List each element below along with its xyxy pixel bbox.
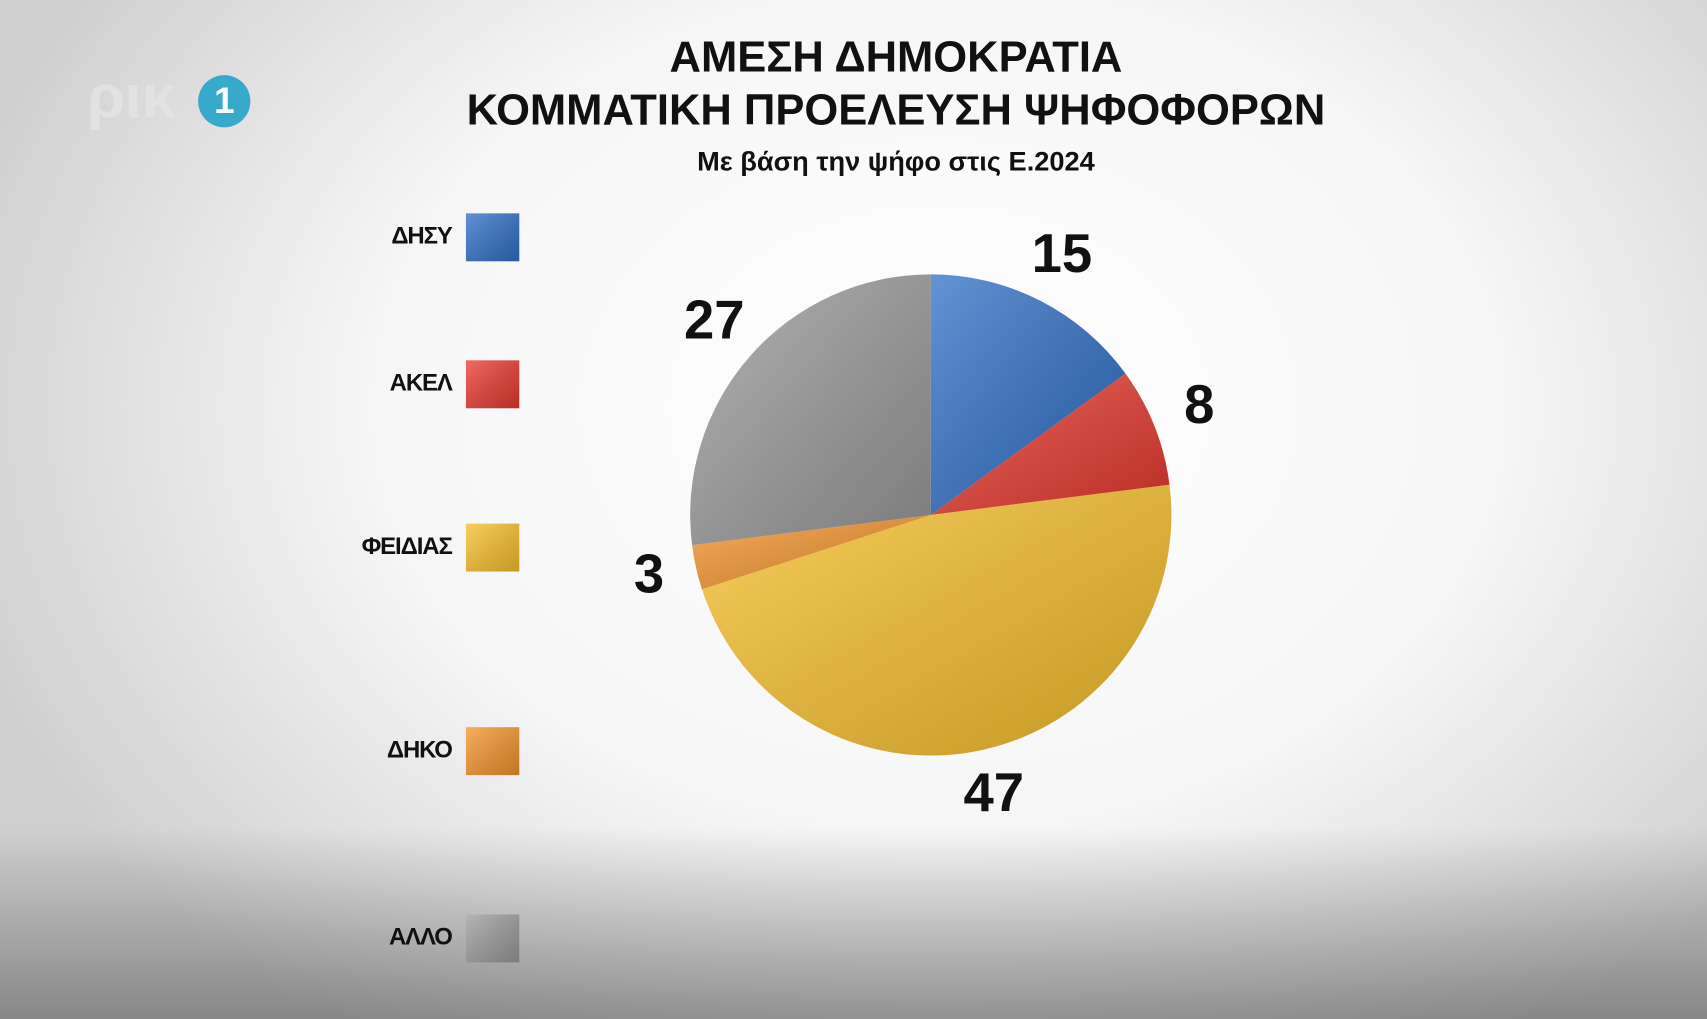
logo-circle — [198, 75, 251, 128]
legend-label: ΦΕΙΔΙΑΣ — [362, 533, 453, 560]
legend-label: ΑΛΛΟ — [389, 924, 452, 951]
legend-label: ΔΗΣΥ — [391, 223, 453, 250]
legend-label: ΑΚΕΛ — [390, 370, 453, 397]
pie-slice-shade — [690, 274, 931, 546]
logo-text: ρικ — [87, 62, 176, 130]
pie-slice-shade — [701, 484, 1172, 756]
logo: ρικ 1 — [87, 62, 251, 130]
legend-swatch-shade — [465, 213, 520, 262]
value-label: 15 — [1032, 223, 1093, 284]
legend-swatch-shade — [465, 727, 520, 776]
bottom-shade — [0, 827, 1707, 1019]
chart-subtitle: ΚΟΜΜΑΤΙΚΗ ΠΡΟΕΛΕΥΣΗ ΨΗΦΟΦΟΡΩΝ — [467, 87, 1326, 135]
value-label: 27 — [684, 289, 745, 350]
legend-label: ΔΗΚΟ — [387, 737, 452, 764]
value-label: 47 — [964, 762, 1025, 823]
value-label: 3 — [634, 543, 664, 604]
pie-slice-shade — [692, 514, 931, 590]
chart-title: ΑΜΕΣΗ ΔΗΜΟΚΡΑΤΙΑ — [670, 33, 1123, 81]
legend-swatch-shade — [465, 523, 520, 572]
pie-slice-shade — [930, 274, 1126, 515]
chart-note: Με βάση την ψήφο στις Ε.2024 — [697, 145, 1095, 176]
pie-slice-shade — [930, 373, 1170, 515]
logo-number: 1 — [214, 79, 235, 121]
legend-swatch-shade — [465, 360, 520, 409]
legend-swatch-shade — [465, 914, 520, 963]
value-label: 8 — [1184, 374, 1214, 435]
